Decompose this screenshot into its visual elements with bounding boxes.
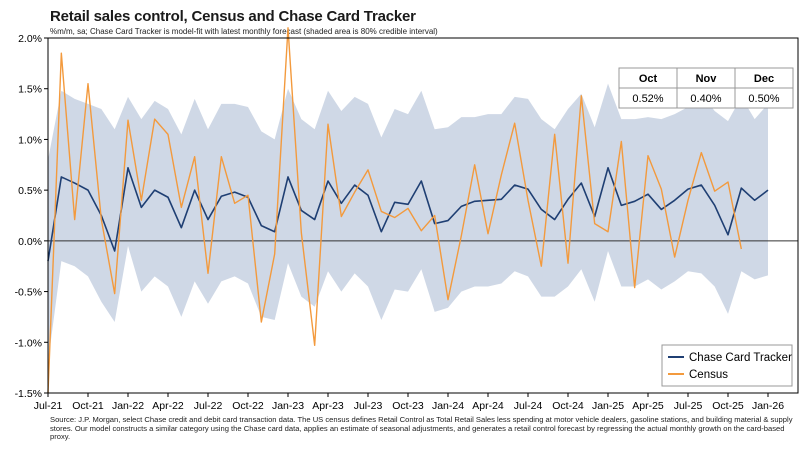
plot-frame	[47, 37, 799, 394]
x-tick-label: Oct-23	[392, 400, 424, 412]
chart-legend: Chase Card Tracker Census	[661, 344, 793, 387]
y-tick-label: -0.5%	[15, 287, 42, 299]
x-tick-label: Jul-24	[514, 400, 543, 412]
x-tick-label: Jul-21	[34, 400, 63, 412]
legend-label-chase-card-tracker: Chase Card Tracker	[689, 352, 792, 364]
chart-title: Retail sales control, Census and Chase C…	[50, 8, 416, 25]
x-tick-label: Apr-23	[312, 400, 344, 412]
legend-frame	[661, 344, 793, 387]
x-tick-label: Jan-23	[272, 400, 304, 412]
y-tick-label: 1.0%	[18, 134, 42, 146]
source-note: Source: J.P. Morgan, select Chase credit…	[50, 415, 793, 442]
series-layer	[47, 27, 769, 394]
table-header-oct: Oct	[639, 73, 658, 85]
x-tick-label: Oct-25	[712, 400, 744, 412]
y-tick-label: 2.0%	[18, 33, 42, 45]
x-tick-label: Jan-25	[592, 400, 624, 412]
x-tick-label: Apr-24	[472, 400, 504, 412]
table-value-oct: 0.52%	[632, 93, 663, 105]
x-tick-label: Oct-21	[72, 400, 104, 412]
x-tick-label: Oct-22	[232, 400, 264, 412]
x-tick-label: Jul-22	[194, 400, 223, 412]
series-line-census	[47, 27, 743, 394]
y-tick-label: 1.5%	[18, 84, 42, 96]
x-tick-label: Jul-25	[674, 400, 703, 412]
x-tick-label: Jan-24	[432, 400, 464, 412]
y-tick-label: -1.5%	[15, 388, 42, 400]
band-layer	[48, 83, 768, 363]
chart-subtitle: %m/m, sa; Chase Card Tracker is model-fi…	[50, 27, 438, 36]
axis-layer: -1.5% -1.0% -0.5% 0.0% 0.5% 1.0% 1.5% 2.0% Jul-2…	[15, 33, 799, 412]
table-value-nov: 0.40%	[690, 93, 721, 105]
series-line-chase-card-tracker	[47, 167, 769, 262]
x-tick-label: Jan-26	[752, 400, 784, 412]
credible-interval-band	[48, 83, 768, 363]
table-value-dec: 0.50%	[748, 93, 779, 105]
x-tick-label: Jan-22	[112, 400, 144, 412]
x-tick-label: Apr-22	[152, 400, 184, 412]
table-header-dec: Dec	[754, 73, 774, 85]
table-header-nov: Nov	[696, 73, 718, 85]
y-tick-label: 0.0%	[18, 236, 42, 248]
y-tick-label: -1.0%	[15, 337, 42, 349]
x-tick-label: Apr-25	[632, 400, 664, 412]
legend-label-census: Census	[689, 369, 728, 381]
x-tick-label: Oct-24	[552, 400, 584, 412]
y-tick-label: 0.5%	[18, 185, 42, 197]
forecast-table: Oct Nov Dec 0.52% 0.40% 0.50%	[618, 67, 794, 109]
x-tick-label: Jul-23	[354, 400, 383, 412]
